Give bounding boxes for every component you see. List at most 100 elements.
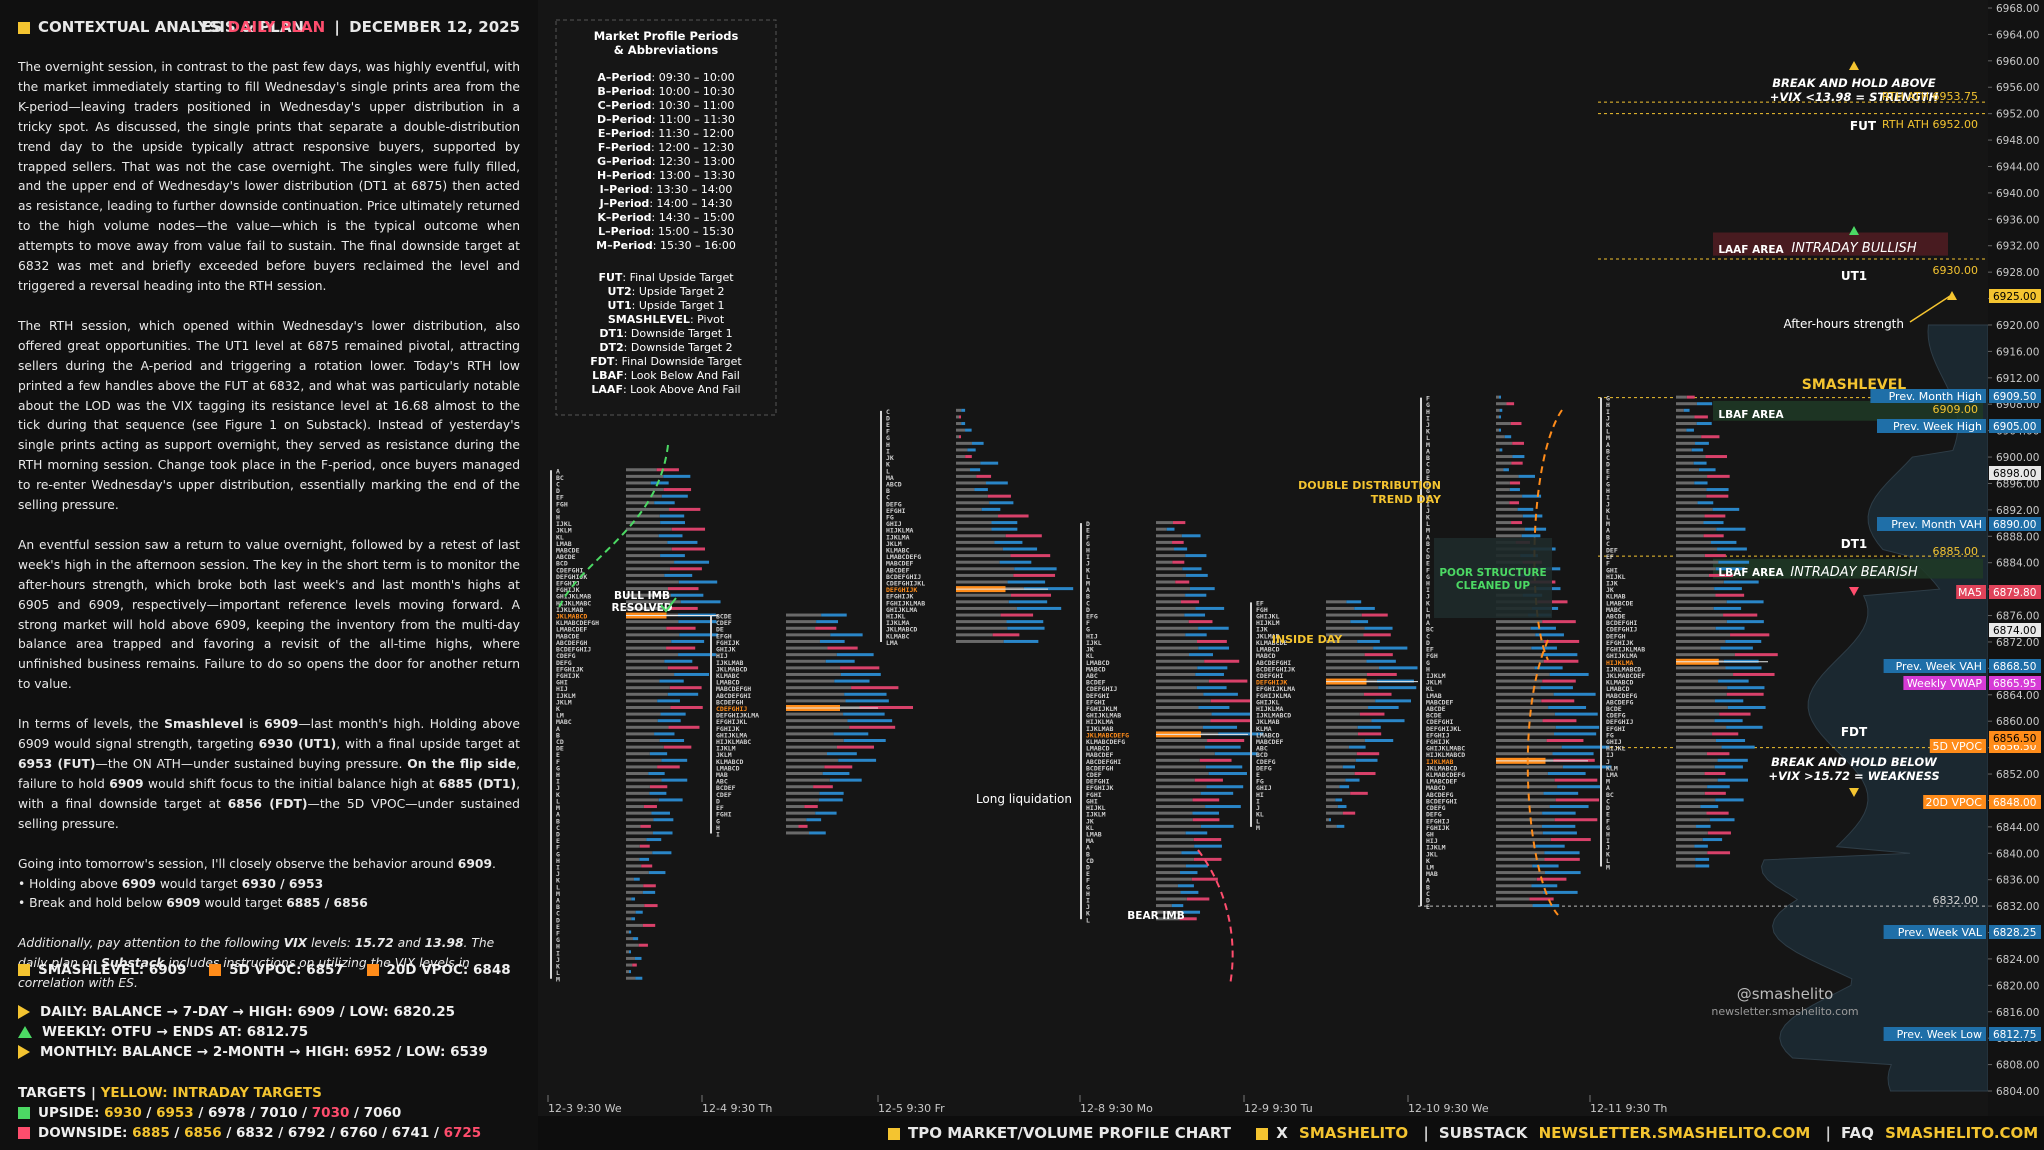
legend-period-row: K–Period: 14:30 – 15:00	[597, 211, 734, 224]
session-profile: BCDECDEFDEEFGHFGHIJKGHIJKHIJIJKLMABJKLMA…	[710, 613, 913, 838]
volume-bar	[1496, 805, 1550, 809]
tpo-letters: G	[1606, 395, 1610, 403]
tpo-letters: H	[556, 857, 560, 865]
delta-bar	[1554, 712, 1598, 716]
delta-bar	[829, 778, 862, 782]
delta-bar	[1373, 646, 1408, 650]
volume-bar	[1676, 587, 1715, 591]
delta-bar	[678, 620, 717, 624]
volume-bar	[626, 791, 650, 795]
price-tick-label: 6844.00	[1996, 822, 2039, 834]
volume-bar	[1676, 441, 1696, 445]
tpo-letters: H	[886, 441, 890, 449]
tpo-letters: I	[1426, 586, 1430, 594]
delta-bar	[680, 600, 721, 604]
delta-bar	[659, 739, 685, 743]
volume-bar	[1156, 639, 1198, 643]
faq-link[interactable]: SMASHELITO.COM	[1885, 1124, 2039, 1142]
volume-bar	[1496, 798, 1556, 802]
tpo-letters: ABCDEFGHI	[716, 692, 751, 700]
tpo-letters: KL	[1426, 685, 1434, 693]
price-marker-value: 6874.00	[1993, 625, 2036, 637]
delta-bar	[1708, 573, 1733, 577]
tpo-letters: I	[556, 863, 560, 871]
tpo-letters: ABCDE	[1606, 613, 1626, 621]
delta-bar	[991, 527, 1018, 531]
delta-bar	[840, 666, 880, 670]
tpo-letters: DEFGHIJ	[1606, 718, 1633, 726]
delta-bar	[1535, 844, 1565, 848]
delta-bar	[660, 712, 686, 716]
tpo-letters: EF	[1426, 646, 1434, 654]
delta-bar	[1704, 554, 1726, 558]
tpo-letters: KLMAB	[1606, 593, 1626, 601]
volume-bar	[1156, 699, 1211, 703]
volume-bar	[1156, 527, 1167, 531]
volume-bar	[626, 798, 659, 802]
delta-bar	[1704, 514, 1726, 518]
volume-bar	[1676, 791, 1705, 795]
delta-bar	[1007, 580, 1046, 584]
delta-bar	[1714, 719, 1743, 723]
volume-bar	[786, 659, 826, 663]
fut-label: FUT	[1850, 119, 1877, 133]
tpo-letters: I	[556, 778, 560, 786]
x-handle-link[interactable]: SMASHELITO	[1299, 1124, 1409, 1142]
delta-bar	[1517, 507, 1534, 511]
text-run: levels:	[307, 936, 355, 951]
text-run: 6885 / 6856	[286, 896, 368, 911]
volume-bar	[1496, 514, 1523, 518]
tpo-letters: GHIJKLMA	[1606, 652, 1637, 660]
level-tag-label-bg	[1923, 795, 1986, 809]
delta-bar	[651, 811, 670, 815]
volume-bar	[1676, 461, 1694, 465]
substack-link[interactable]: NEWSLETTER.SMASHELITO.COM	[1538, 1124, 1811, 1142]
delta-bar	[830, 633, 863, 637]
tpo-letters: IJKLM	[1086, 811, 1106, 819]
volume-bar	[786, 620, 817, 624]
volume-bar	[626, 917, 632, 921]
volume-bar	[1676, 745, 1722, 749]
delta-bar	[1194, 778, 1223, 782]
delta-bar	[959, 435, 961, 439]
volume-bar	[626, 950, 629, 954]
volume-bar	[1496, 772, 1548, 776]
delta-bar	[825, 659, 855, 663]
trend-daily-text: DAILY: BALANCE → 7-DAY → HIGH: 6909 / LO…	[40, 1004, 456, 1020]
delta-bar	[1354, 606, 1375, 610]
tpo-letters: FGH	[1256, 606, 1268, 614]
delta-bar	[1714, 587, 1742, 591]
volume-bar	[1326, 633, 1364, 637]
session-axis: 12-3 9:30 We 12-4 9:30 Th 12-5 9:30 Fr 12-8…	[547, 1095, 1667, 1115]
text-run: VIX	[283, 936, 308, 951]
volume-bar	[1496, 884, 1532, 888]
delta-bar	[641, 864, 653, 868]
delta-bar	[1543, 659, 1579, 663]
tpo-letters: G	[886, 434, 890, 442]
tpo-letters: ABC	[1256, 745, 1268, 753]
tpo-letters: L	[1426, 520, 1430, 528]
tpo-letters: C	[1426, 547, 1430, 555]
volume-bar	[1676, 620, 1727, 624]
text-run: —the 5D VPOC—under sustained selling pre…	[18, 796, 520, 831]
delta-bar	[1188, 620, 1213, 624]
delta-bar	[1700, 805, 1719, 809]
tpo-letters: LM	[556, 712, 564, 720]
delta-bar	[1499, 415, 1501, 419]
text-run: would target	[200, 896, 287, 911]
delta-bar	[1696, 824, 1711, 828]
delta-bar	[815, 626, 837, 630]
delta-bar	[1541, 699, 1575, 703]
tpo-letters: BCDE	[1426, 712, 1442, 720]
volume-bar	[1156, 554, 1186, 558]
volume-bar	[1326, 646, 1374, 650]
delta-bar	[1375, 699, 1411, 703]
volume-bar	[1156, 573, 1186, 577]
tpo-letters: KLMABCDEFGH	[556, 619, 599, 627]
volume-bar	[1156, 831, 1186, 835]
level-tag-label-bg	[1877, 419, 1986, 433]
volume-bar	[626, 567, 670, 571]
volume-bar	[626, 963, 633, 967]
volume-bar	[626, 672, 675, 676]
level-tag-price-bg	[1989, 925, 2041, 939]
